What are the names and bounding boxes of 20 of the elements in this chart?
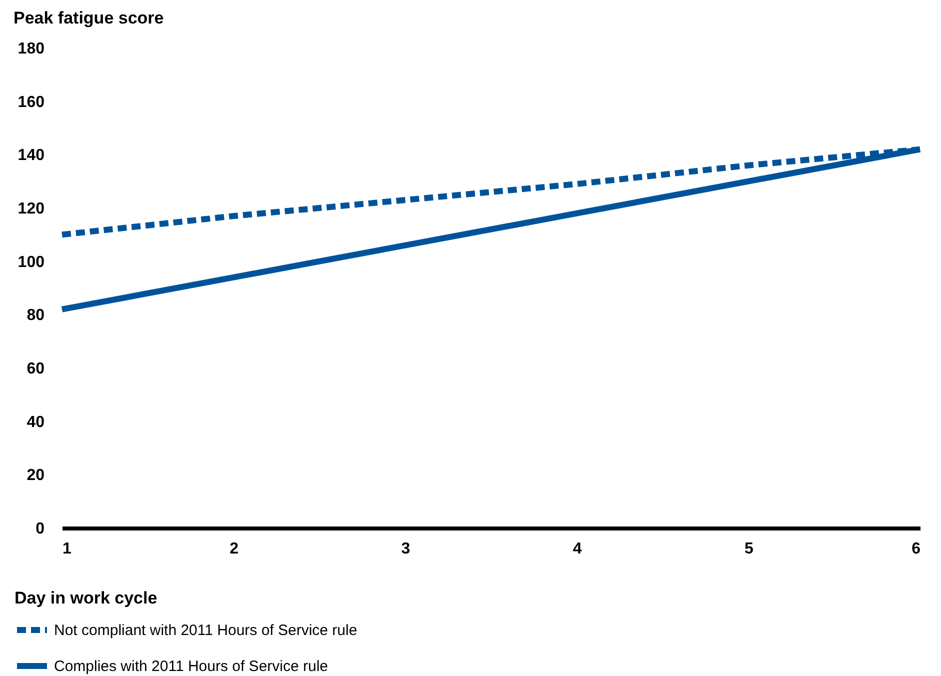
y-tick-label: 0 <box>36 520 45 538</box>
x-axis-title: Day in work cycle <box>14 588 158 608</box>
y-tick-label: 160 <box>18 94 45 111</box>
y-tick-label: 180 <box>18 40 45 58</box>
legend-label: Not compliant with 2011 Hours of Service rule <box>54 622 358 639</box>
y-axis-title: Peak fatigue score <box>14 8 164 28</box>
y-tick-label: 120 <box>18 200 45 218</box>
y-tick-label: 40 <box>26 414 45 431</box>
x-tick-label: 1 <box>62 540 72 558</box>
x-tick-label: 5 <box>744 540 754 558</box>
y-tick-label: 20 <box>26 467 45 484</box>
x-tick-label: 3 <box>401 540 410 558</box>
legend-label: Complies with 2011 Hours of Service rule <box>54 658 328 675</box>
x-tick-label: 6 <box>912 540 921 558</box>
y-tick-label: 100 <box>18 254 45 271</box>
y-tick-label: 60 <box>26 360 45 378</box>
y-tick-label: 80 <box>26 307 45 324</box>
x-tick-label: 4 <box>572 540 582 558</box>
y-tick-label: 140 <box>18 147 45 164</box>
x-tick-label: 2 <box>230 540 239 558</box>
